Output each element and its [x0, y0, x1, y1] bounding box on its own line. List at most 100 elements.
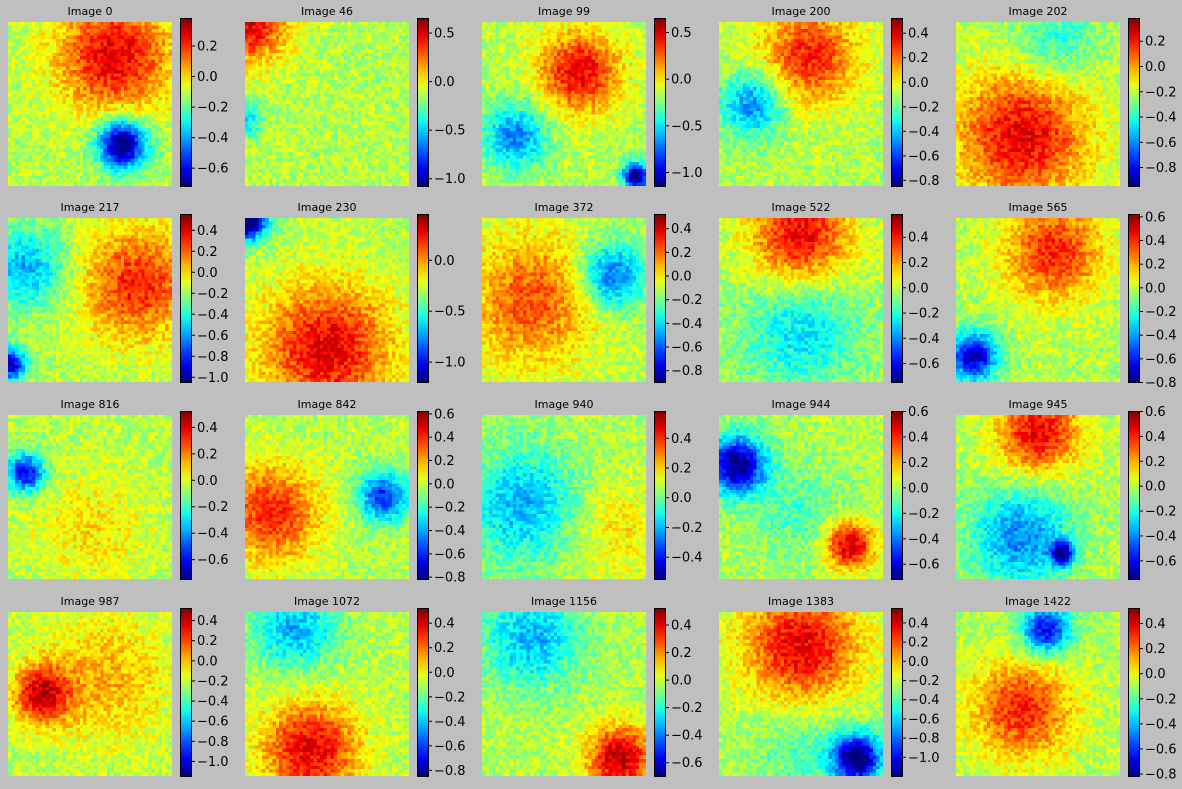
heatmap-panel: Image 230 −1.0 −0.5 0.0	[245, 200, 466, 390]
colorbar-tick-label: −1.0	[434, 356, 466, 371]
heatmap-panel: Image 522 −0.6 −0.4 −0.2 0.0 0.2 0.4	[719, 200, 940, 390]
colorbar-tick-label: −0.2	[197, 500, 229, 515]
heatmap-image	[245, 415, 409, 579]
heatmap-image	[8, 415, 172, 579]
colorbar-tick-label: −0.6	[197, 162, 229, 177]
heatmap-panel: Image 372 −0.8 −0.6 −0.4 −0.2 0.0 0.2 0.4	[482, 200, 703, 390]
colorbar-tick-label: 0.4	[197, 421, 218, 436]
colorbar-tick-label: 0.0	[197, 70, 218, 85]
colorbar-tick-label: 0.5	[671, 26, 692, 41]
colorbar-tick-label: 0.6	[1145, 210, 1166, 225]
colorbar-tick-label: −0.2	[908, 100, 940, 115]
heatmap-image	[719, 22, 883, 186]
heatmap-panel: Image 565 −0.8 −0.6 −0.4 −0.2 0.0 0.2 0.4 0.6	[956, 200, 1177, 391]
heatmap-image	[956, 22, 1120, 186]
colorbar: −0.6 −0.4 −0.2 0.0 0.2 0.4	[891, 214, 940, 383]
colorbar-gradient	[654, 18, 666, 187]
colorbar-gradient	[654, 411, 666, 580]
colorbar-gradient	[180, 608, 192, 777]
panel-title: Image 1156	[531, 595, 597, 608]
colorbar: −0.4 −0.2 0.0 0.2 0.4	[654, 411, 703, 580]
colorbar-tick-label: −0.2	[671, 521, 703, 536]
colorbar-tick-label: 0.4	[1145, 617, 1166, 632]
heatmap-image	[482, 22, 646, 186]
colorbar: −1.0 −0.8 −0.6 −0.4 −0.2 0.0 0.2 0.4	[180, 608, 229, 777]
panel-title: Image 0	[67, 5, 113, 18]
colorbar: −0.8 −0.6 −0.4 −0.2 0.0 0.2 0.4	[417, 608, 466, 779]
colorbar-tick-label: 0.4	[671, 222, 692, 237]
colorbar-tick-label: −0.6	[1145, 136, 1177, 151]
colorbar-tick-label: 0.4	[434, 617, 455, 632]
panel-title: Image 816	[60, 398, 120, 411]
colorbar-tick-label: 0.4	[434, 431, 455, 446]
heatmap-panel: Image 816 −0.6 −0.4 −0.2 0.0 0.2 0.4	[8, 397, 229, 587]
colorbar-tick-label: 0.0	[434, 254, 455, 269]
heatmap-image	[245, 612, 409, 776]
colorbar-tick-label: −0.8	[197, 735, 229, 750]
panel-title: Image 1383	[768, 595, 834, 608]
colorbar-tick-label: 0.0	[1145, 480, 1166, 495]
colorbar-tick-label: 0.2	[434, 454, 455, 469]
heatmap-panel: Image 99 −1.0 −0.5 0.0 0.5	[482, 4, 703, 194]
heatmap-panel: Image 0 −0.6 −0.4 −0.2 0.0 0.2	[8, 4, 229, 194]
colorbar-tick-label: −0.8	[434, 764, 466, 779]
colorbar-tick-label: 0.0	[197, 474, 218, 489]
colorbar-tick-label: 0.2	[197, 39, 218, 54]
colorbar-gradient	[417, 411, 429, 580]
colorbar-tick-label: 0.0	[908, 281, 929, 296]
colorbar-tick-label: 0.4	[671, 432, 692, 447]
colorbar-tick-label: 0.2	[671, 246, 692, 261]
panel-title: Image 940	[534, 398, 594, 411]
colorbar-tick-label: −0.6	[1145, 554, 1177, 569]
colorbar-tick-label: −0.4	[197, 527, 229, 542]
colorbar-tick-label: −0.4	[1145, 529, 1177, 544]
colorbar-tick-label: −1.0	[671, 166, 703, 181]
colorbar-tick-label: −0.4	[908, 332, 940, 347]
colorbar-tick-label: −0.4	[434, 715, 466, 730]
colorbar-tick-label: −0.6	[197, 715, 229, 730]
colorbar-tick-label: −0.2	[1145, 505, 1177, 520]
heatmap-image	[719, 415, 883, 579]
colorbar-tick-label: 0.5	[434, 27, 455, 42]
colorbar-tick-label: −0.4	[1145, 717, 1177, 732]
heatmap-image	[245, 22, 409, 186]
heatmap-image	[245, 218, 409, 382]
colorbar-gradient	[180, 214, 192, 383]
colorbar-tick-label: −0.5	[434, 305, 466, 320]
colorbar-tick-label: 0.4	[1145, 430, 1166, 445]
colorbar-tick-label: −0.2	[671, 701, 703, 716]
colorbar: −0.6 −0.4 −0.2 0.0 0.2 0.4 0.6	[891, 405, 940, 580]
colorbar: −1.0 −0.8 −0.6 −0.4 −0.2 0.0 0.2 0.4	[891, 608, 940, 777]
colorbar-tick-label: 0.0	[1145, 667, 1166, 682]
panel-title: Image 944	[771, 398, 831, 411]
colorbar-tick-label: 0.0	[671, 491, 692, 506]
colorbar-tick-label: −0.8	[1145, 376, 1177, 391]
panel-title: Image 202	[1008, 5, 1068, 18]
colorbar-tick-label: −0.2	[197, 101, 229, 116]
colorbar-tick-label: −0.6	[908, 149, 940, 164]
heatmap-image	[482, 612, 646, 776]
colorbar-tick-label: −0.4	[908, 125, 940, 140]
colorbar-gradient	[1128, 608, 1140, 777]
colorbar-tick-label: 0.2	[1145, 642, 1166, 657]
panel-title: Image 522	[771, 201, 831, 214]
colorbar-tick-label: 0.0	[671, 674, 692, 689]
heatmap-panel: Image 202 −0.8 −0.6 −0.4 −0.2 0.0 0.2	[956, 4, 1177, 194]
heatmap-image	[482, 415, 646, 579]
colorbar-tick-label: 0.2	[1145, 35, 1166, 50]
colorbar-gradient	[417, 18, 429, 187]
colorbar-tick-label: 0.0	[1145, 281, 1166, 296]
colorbar-tick-label: −0.6	[197, 329, 229, 344]
colorbar-gradient	[654, 214, 666, 383]
colorbar-tick-label: 0.6	[434, 407, 455, 422]
colorbar-tick-label: −0.8	[1145, 161, 1177, 176]
panel-title: Image 842	[297, 398, 357, 411]
colorbar-tick-label: 0.4	[197, 224, 218, 239]
colorbar-tick-label: −0.6	[908, 558, 940, 573]
heatmap-image	[8, 612, 172, 776]
colorbar-tick-label: 0.2	[197, 245, 218, 260]
colorbar: −1.0 −0.5 0.0	[417, 214, 466, 383]
colorbar-tick-label: −0.6	[671, 756, 703, 771]
colorbar-tick-label: −0.6	[908, 712, 940, 727]
heatmap-image	[719, 218, 883, 382]
